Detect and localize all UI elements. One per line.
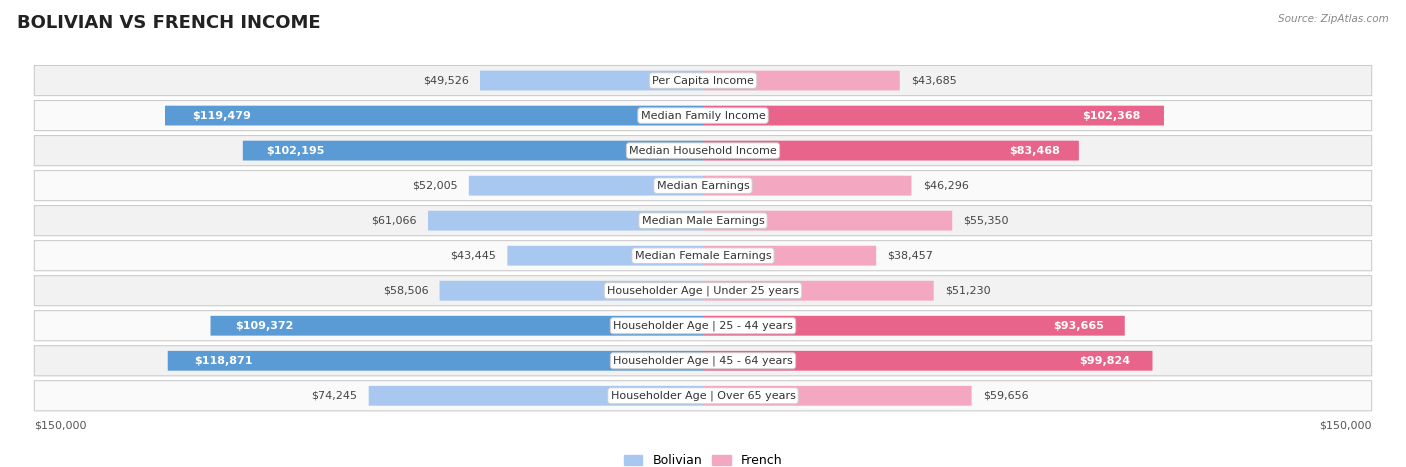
Text: $46,296: $46,296	[922, 181, 969, 191]
FancyBboxPatch shape	[703, 316, 1125, 336]
FancyBboxPatch shape	[34, 276, 1372, 306]
FancyBboxPatch shape	[440, 281, 703, 301]
FancyBboxPatch shape	[703, 351, 1153, 371]
Text: $58,506: $58,506	[382, 286, 429, 296]
Text: $61,066: $61,066	[371, 216, 416, 226]
FancyBboxPatch shape	[34, 381, 1372, 411]
Text: BOLIVIAN VS FRENCH INCOME: BOLIVIAN VS FRENCH INCOME	[17, 14, 321, 32]
Text: Median Female Earnings: Median Female Earnings	[634, 251, 772, 261]
FancyBboxPatch shape	[703, 386, 972, 406]
FancyBboxPatch shape	[703, 176, 911, 196]
Text: $102,368: $102,368	[1083, 111, 1140, 120]
FancyBboxPatch shape	[703, 246, 876, 266]
FancyBboxPatch shape	[34, 135, 1372, 166]
FancyBboxPatch shape	[34, 346, 1372, 376]
FancyBboxPatch shape	[167, 351, 703, 371]
FancyBboxPatch shape	[703, 71, 900, 91]
FancyBboxPatch shape	[34, 65, 1372, 96]
Text: $99,824: $99,824	[1078, 356, 1130, 366]
FancyBboxPatch shape	[703, 106, 1164, 126]
Text: Householder Age | Over 65 years: Householder Age | Over 65 years	[610, 390, 796, 401]
FancyBboxPatch shape	[34, 311, 1372, 341]
FancyBboxPatch shape	[508, 246, 703, 266]
FancyBboxPatch shape	[479, 71, 703, 91]
Text: Per Capita Income: Per Capita Income	[652, 76, 754, 85]
Text: $38,457: $38,457	[887, 251, 934, 261]
Text: $59,656: $59,656	[983, 391, 1029, 401]
Text: $43,445: $43,445	[450, 251, 496, 261]
Text: $118,871: $118,871	[194, 356, 253, 366]
FancyBboxPatch shape	[165, 106, 703, 126]
Text: Householder Age | 45 - 64 years: Householder Age | 45 - 64 years	[613, 355, 793, 366]
FancyBboxPatch shape	[368, 386, 703, 406]
Text: $83,468: $83,468	[1010, 146, 1060, 156]
FancyBboxPatch shape	[243, 141, 703, 161]
FancyBboxPatch shape	[427, 211, 703, 231]
Text: $49,526: $49,526	[423, 76, 468, 85]
Text: Source: ZipAtlas.com: Source: ZipAtlas.com	[1278, 14, 1389, 24]
FancyBboxPatch shape	[468, 176, 703, 196]
Text: Median Male Earnings: Median Male Earnings	[641, 216, 765, 226]
Text: $43,685: $43,685	[911, 76, 956, 85]
Text: $150,000: $150,000	[34, 420, 87, 430]
Text: $93,665: $93,665	[1053, 321, 1104, 331]
Text: Householder Age | Under 25 years: Householder Age | Under 25 years	[607, 285, 799, 296]
FancyBboxPatch shape	[703, 281, 934, 301]
Text: $119,479: $119,479	[191, 111, 250, 120]
Text: Median Family Income: Median Family Income	[641, 111, 765, 120]
FancyBboxPatch shape	[34, 170, 1372, 201]
Text: $55,350: $55,350	[963, 216, 1010, 226]
FancyBboxPatch shape	[34, 205, 1372, 236]
FancyBboxPatch shape	[703, 141, 1078, 161]
Legend: Bolivian, French: Bolivian, French	[619, 449, 787, 467]
FancyBboxPatch shape	[703, 211, 952, 231]
FancyBboxPatch shape	[211, 316, 703, 336]
FancyBboxPatch shape	[34, 241, 1372, 271]
Text: Median Household Income: Median Household Income	[628, 146, 778, 156]
Text: $51,230: $51,230	[945, 286, 991, 296]
Text: $150,000: $150,000	[1319, 420, 1372, 430]
Text: $74,245: $74,245	[311, 391, 357, 401]
Text: $109,372: $109,372	[235, 321, 294, 331]
FancyBboxPatch shape	[34, 100, 1372, 131]
Text: $52,005: $52,005	[412, 181, 457, 191]
Text: Median Earnings: Median Earnings	[657, 181, 749, 191]
Text: $102,195: $102,195	[266, 146, 325, 156]
Text: Householder Age | 25 - 44 years: Householder Age | 25 - 44 years	[613, 320, 793, 331]
